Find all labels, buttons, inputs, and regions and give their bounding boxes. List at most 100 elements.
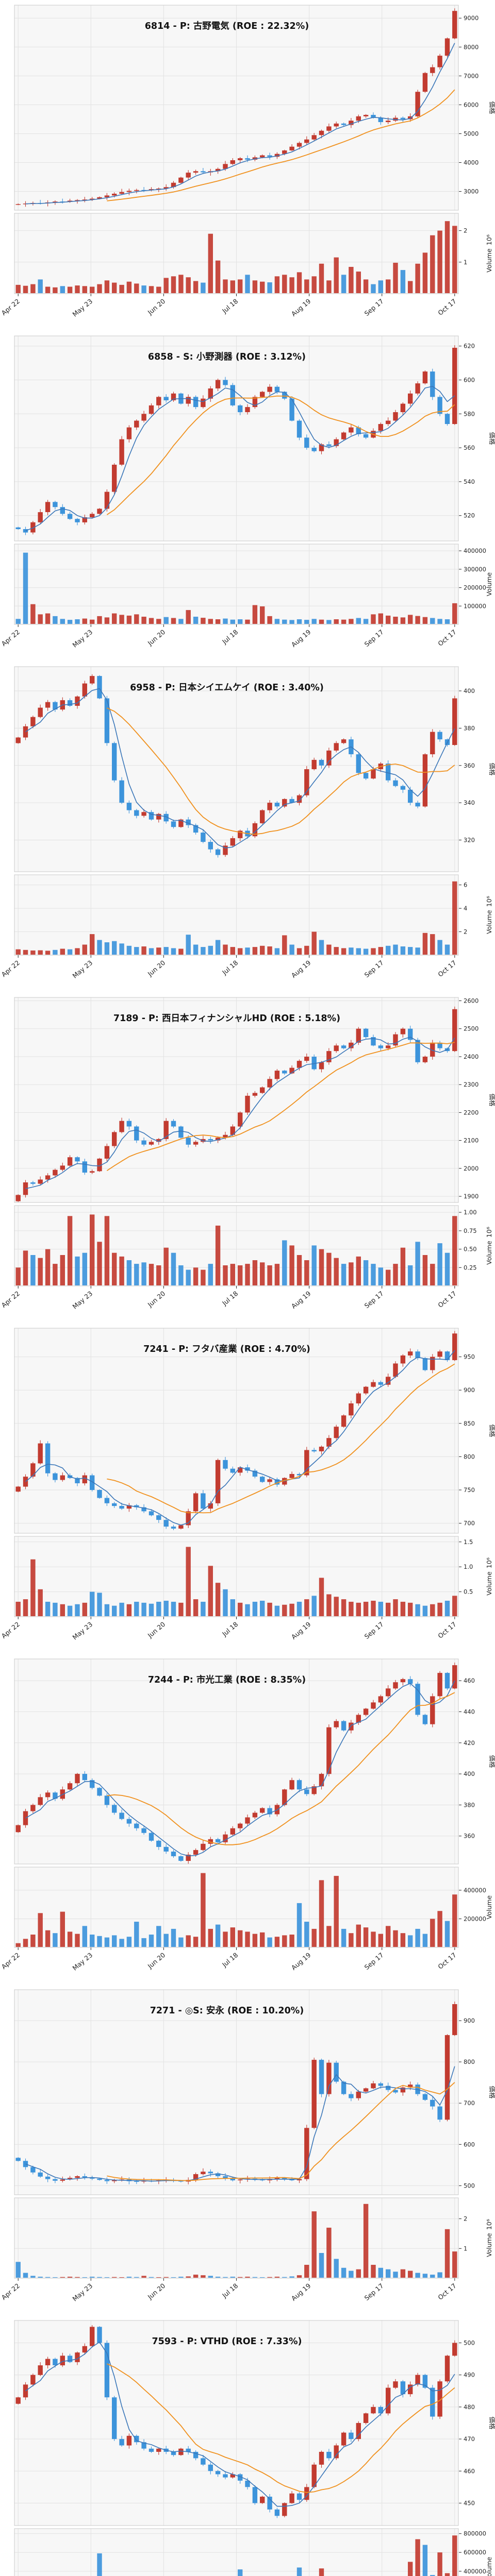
volume-tick-labels: 0.5 1.0 1.5 (459, 1538, 473, 1596)
gridlines (14, 997, 458, 1286)
svg-text:2200: 2200 (464, 1109, 478, 1116)
stock-chart-7593: 4504604704804905002000004000006000008000… (0, 2315, 495, 2576)
volume-plot-border (14, 2528, 459, 2576)
volume-axis-label: Volume (485, 572, 493, 596)
volume-bars (15, 552, 457, 624)
price-tick-labels: 450 460 470 480 490 500 (459, 2340, 475, 2507)
volume-tick-labels: 12 (459, 2215, 467, 2252)
svg-text:Jul 18: Jul 18 (220, 628, 239, 646)
ma-long-line (107, 2082, 455, 2181)
ma-long-line (107, 1363, 455, 1514)
price-tick-labels: 500 600 700 800 900 (459, 2017, 475, 2189)
svg-text:2: 2 (464, 227, 467, 234)
svg-text:2: 2 (464, 2215, 467, 2223)
svg-text:Aug 19: Aug 19 (290, 1620, 312, 1641)
svg-text:9000: 9000 (464, 14, 478, 22)
svg-text:Sep 17: Sep 17 (363, 1290, 385, 1310)
svg-text:0.25: 0.25 (464, 1264, 477, 1271)
price-tick-labels: 520 540 560 580 600 620 (459, 343, 475, 519)
gridlines (14, 2320, 458, 2576)
price-tick-labels: 700 750 800 850 900 950 (459, 1353, 475, 1527)
svg-text:4000: 4000 (464, 159, 478, 166)
svg-text:May 23: May 23 (71, 297, 94, 318)
svg-text:Apr 22: Apr 22 (0, 628, 21, 648)
svg-text:Jun 20: Jun 20 (146, 1620, 167, 1639)
price-plot-border (14, 335, 459, 541)
ma-long-line (107, 1692, 455, 1845)
svg-text:Jun 20: Jun 20 (146, 628, 167, 647)
svg-text:Aug 19: Aug 19 (290, 297, 312, 318)
candle-bodies (15, 1009, 457, 1201)
volume-bars (15, 1214, 457, 1285)
svg-text:580: 580 (464, 410, 475, 417)
ma-long-line (106, 1042, 455, 1171)
svg-text:800: 800 (464, 1453, 475, 1460)
price-plot-border (14, 2320, 459, 2526)
price-axis-label: 価格 (488, 2416, 495, 2430)
volume-tick-labels: 2 4 6 (459, 882, 467, 936)
date-tick-labels: Apr 22 May 23 Jun 20 Jul 18 Aug 19 Sep 17 Oct … (0, 294, 458, 318)
svg-text:Jul 18: Jul 18 (220, 297, 239, 315)
svg-text:Jul 18: Jul 18 (220, 1951, 239, 1969)
svg-text:480: 480 (464, 2403, 475, 2411)
svg-text:Jul 18: Jul 18 (220, 959, 239, 977)
gridlines (14, 1328, 458, 1617)
chart-canvas: 320 340 360 380 400 2 4 6 Apr 22 May 23 Jun 20 Jul … (0, 666, 495, 980)
candle-bodies (15, 1333, 457, 1529)
svg-text:2600: 2600 (464, 997, 478, 1005)
svg-text:600: 600 (464, 377, 475, 384)
price-axis-label: 価格 (488, 1424, 495, 1437)
ma-short-line (25, 386, 455, 532)
stock-chart-7189: 1900 2000 2100 2200 2300 2400 2500 2600 0.25 0.50… (0, 992, 495, 1323)
svg-text:2: 2 (464, 928, 467, 936)
svg-text:1.00: 1.00 (464, 1209, 477, 1216)
price-plot-border (14, 666, 459, 872)
svg-text:Apr 22: Apr 22 (0, 1951, 21, 1971)
svg-text:600: 600 (464, 2141, 475, 2148)
svg-text:6000: 6000 (464, 101, 478, 108)
svg-text:1: 1 (464, 2245, 467, 2252)
ma-short-line (25, 43, 455, 205)
svg-text:May 23: May 23 (71, 1290, 94, 1311)
stock-chart-7271: 500 600 700 800 900 1 2 Apr 22 May 23 Jun 20 Jul 1… (0, 1985, 495, 2315)
price-axis-label: 価格 (488, 1093, 495, 1107)
gridlines (14, 5, 458, 294)
svg-text:Jul 18: Jul 18 (220, 1620, 239, 1638)
candle-bodies (15, 1665, 457, 1861)
chart-title: 7189 - P: 西日本フィナンシャルHD (ROE : 5.18%) (113, 1013, 340, 1024)
svg-text:Apr 22: Apr 22 (0, 2282, 21, 2301)
svg-text:Sep 17: Sep 17 (363, 959, 385, 979)
svg-text:460: 460 (464, 1677, 475, 1684)
ma-long-line (107, 2363, 455, 2493)
svg-text:750: 750 (464, 1486, 475, 1494)
svg-text:0.75: 0.75 (464, 1227, 477, 1234)
svg-text:200000: 200000 (464, 584, 486, 591)
price-axis-label: 価格 (488, 2086, 495, 2099)
date-tick-labels: Apr 22 May 23 Jun 20 Jul 18 Aug 19 Sep 17 Oct … (0, 955, 458, 980)
svg-text:3000: 3000 (464, 188, 478, 195)
svg-text:520: 520 (464, 512, 475, 519)
svg-text:Oct 17: Oct 17 (436, 1620, 457, 1640)
svg-text:460: 460 (464, 2467, 475, 2475)
volume-bars (15, 1873, 457, 1947)
svg-text:Aug 19: Aug 19 (290, 628, 312, 649)
svg-text:May 23: May 23 (71, 1951, 94, 1972)
price-axis-label: 価格 (488, 1755, 495, 1768)
svg-text:Oct 17: Oct 17 (436, 297, 457, 317)
price-plot-border (14, 5, 459, 211)
ma-long-line (107, 707, 455, 835)
chart-title: 7244 - P: 市光工業 (ROE : 8.35%) (148, 1674, 306, 1685)
price-plot-border (14, 997, 459, 1203)
svg-text:Sep 17: Sep 17 (363, 1951, 385, 1971)
chart-title: 7593 - P: VTHD (ROE : 7.33%) (152, 2336, 302, 2347)
price-plot-border (14, 1328, 459, 1534)
chart-canvas: 4504604704804905002000004000006000008000… (14, 2320, 495, 2576)
svg-text:400: 400 (464, 687, 475, 694)
volume-axis-label: Volume 10⁶ (485, 1557, 493, 1596)
gridlines (14, 667, 458, 955)
svg-text:4: 4 (464, 905, 467, 912)
ma-short-line (25, 1350, 455, 1526)
volume-bars (15, 1547, 457, 1616)
